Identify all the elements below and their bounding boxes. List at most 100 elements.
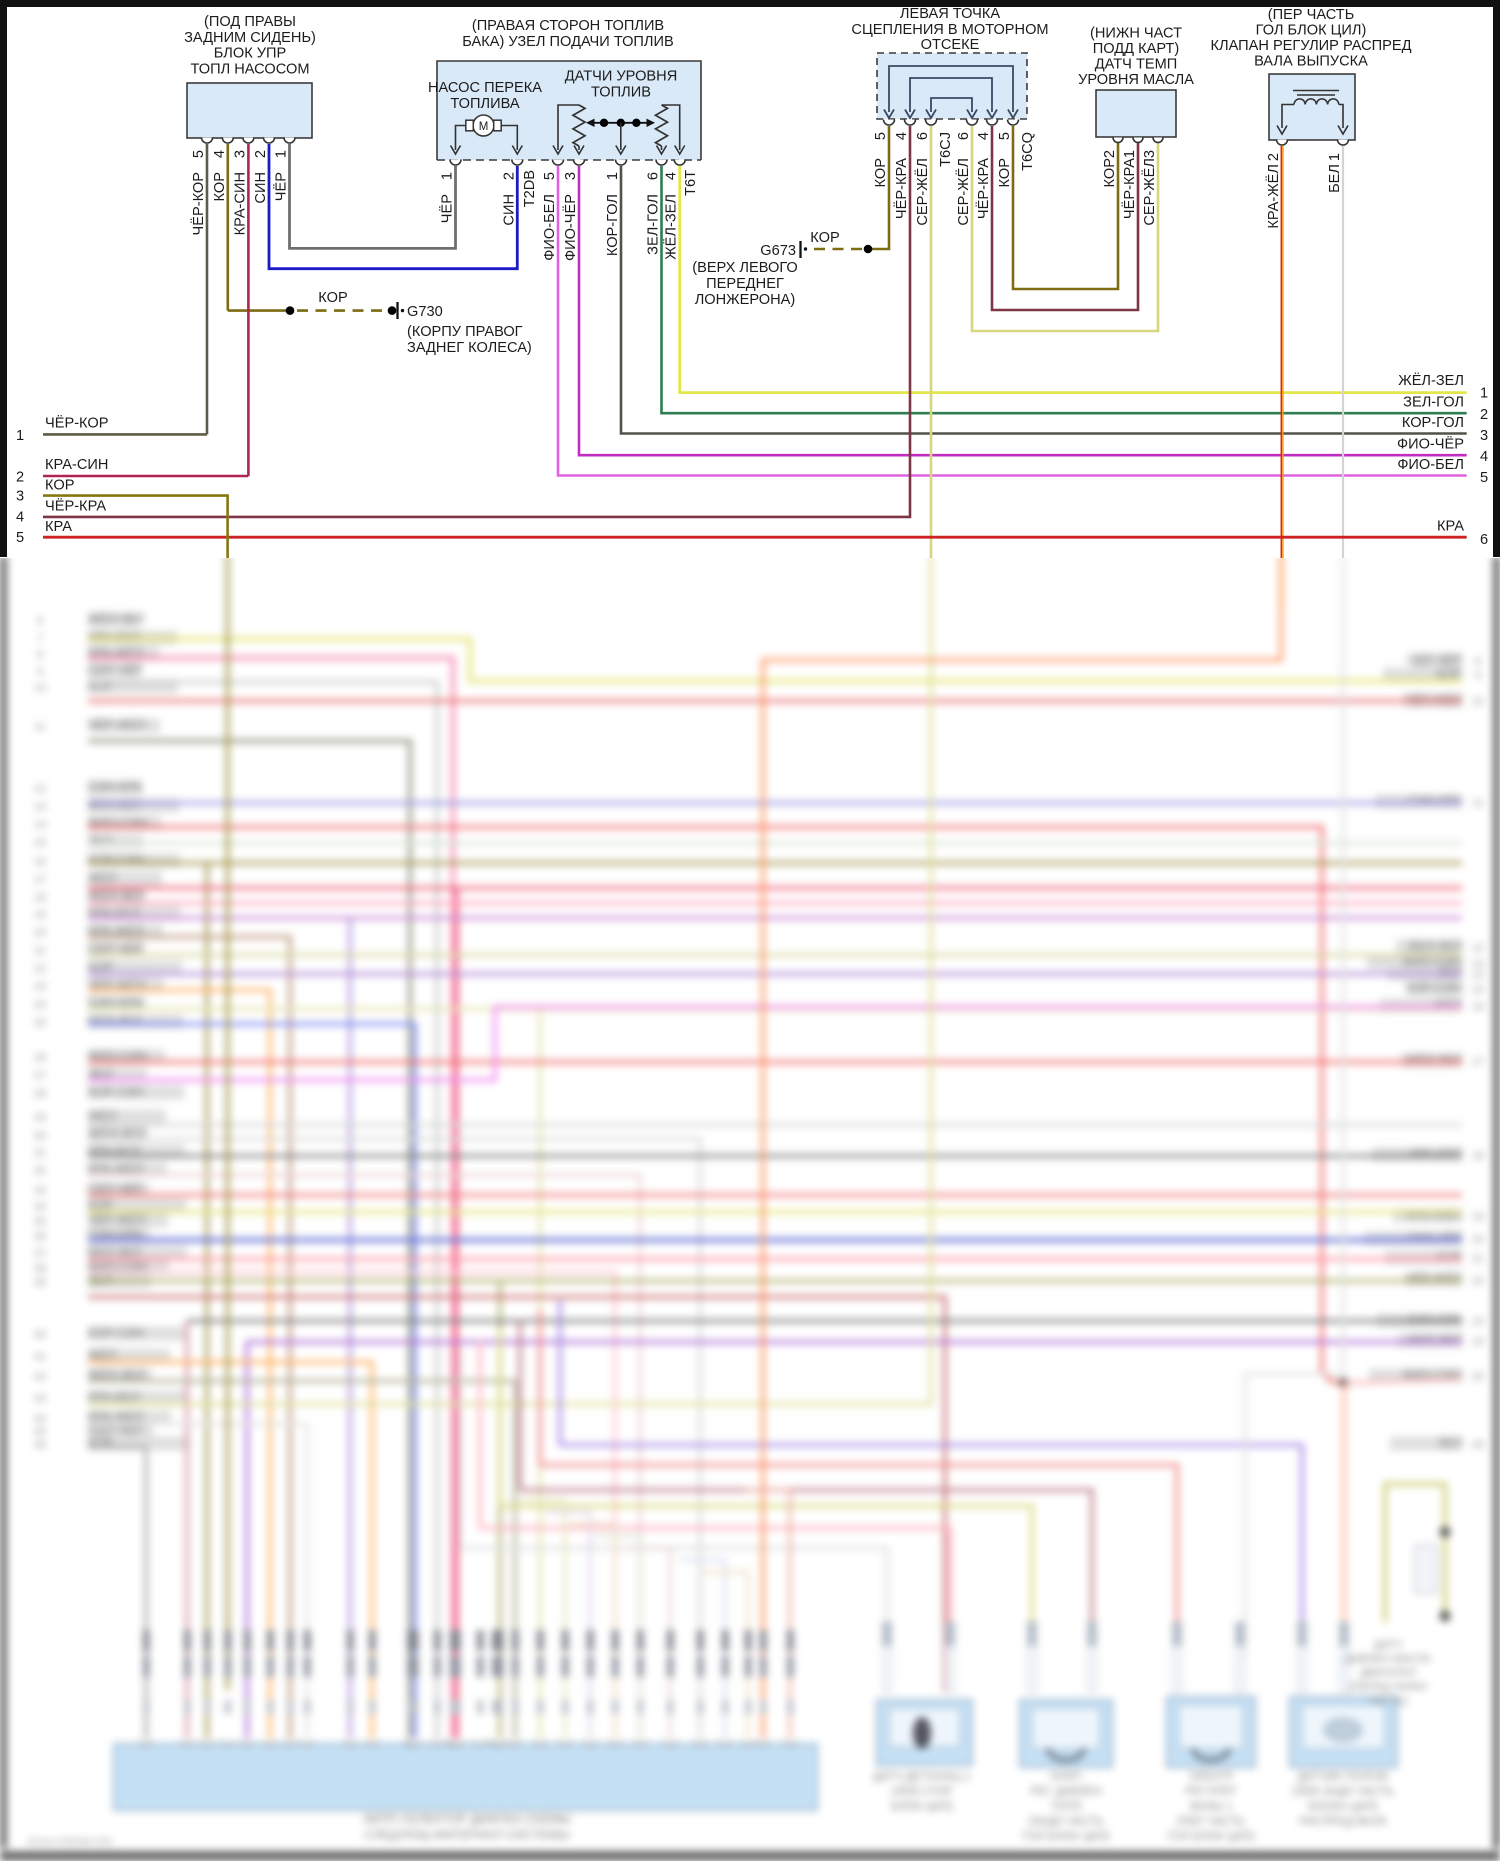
svg-text:15: 15 bbox=[1472, 984, 1484, 996]
svg-text:40: 40 bbox=[34, 1329, 46, 1341]
svg-text:2: 2 bbox=[253, 150, 269, 158]
svg-text:ЧЁР-ЖЁЛ: ЧЁР-ЖЁЛ bbox=[1405, 1272, 1462, 1286]
svg-text:БЛОК ЦИЛ): БЛОК ЦИЛ) bbox=[891, 1801, 953, 1813]
svg-text:22: 22 bbox=[34, 963, 46, 975]
svg-text:ТОПЛ НАСОСОМ: ТОПЛ НАСОСОМ bbox=[191, 61, 310, 77]
svg-text:СЕР-ЖЁЛ: СЕР-ЖЁЛ bbox=[914, 158, 931, 226]
svg-text:(ПРАВАЯ СТОРОН ТОПЛИВ: (ПРАВАЯ СТОРОН ТОПЛИВ bbox=[472, 18, 664, 34]
svg-text:ФАЗЫ 1: ФАЗЫ 1 bbox=[1190, 1801, 1233, 1813]
svg-text:АКПП СЕЛЕКТОР ДИАПАЗ СХЕМЫ: АКПП СЕЛЕКТОР ДИАПАЗ СХЕМЫ bbox=[363, 1812, 570, 1826]
svg-text:13: 13 bbox=[34, 801, 46, 813]
svg-text:11: 11 bbox=[34, 721, 45, 733]
svg-text:(ЛЕВ СТОР: (ЛЕВ СТОР bbox=[892, 1786, 953, 1798]
svg-text:КОР-ГОЛ: КОР-ГОЛ bbox=[605, 194, 621, 256]
svg-text:2: 2 bbox=[16, 470, 24, 486]
svg-text:ОТСЕКЕ: ОТСЕКЕ bbox=[921, 37, 980, 53]
svg-text:ФИО-ЧЁР: ФИО-ЧЁР bbox=[562, 194, 579, 261]
svg-text:3: 3 bbox=[1480, 428, 1488, 444]
svg-text:ЖЁЛ: ЖЁЛ bbox=[88, 871, 116, 885]
svg-text:ДВИГАТЕЛ: ДВИГАТЕЛ bbox=[1360, 1667, 1416, 1679]
svg-text:ЗЕЛ: ЗЕЛ bbox=[88, 1067, 112, 1081]
svg-text:1: 1 bbox=[1327, 153, 1343, 161]
svg-text:ЧЁР-КРА: ЧЁР-КРА bbox=[1121, 158, 1138, 219]
svg-text:ЗАДНЕГ КОЛЕСА): ЗАДНЕГ КОЛЕСА) bbox=[407, 340, 532, 356]
svg-text:НАСОС ПЕРЕКА: НАСОС ПЕРЕКА bbox=[428, 80, 542, 96]
svg-text:КОР: КОР bbox=[810, 230, 839, 246]
svg-text:УРОВНЯ МАСЛА: УРОВНЯ МАСЛА bbox=[1078, 72, 1194, 88]
svg-text:КОР: КОР bbox=[873, 158, 889, 187]
svg-text:23: 23 bbox=[34, 981, 46, 993]
svg-text:6: 6 bbox=[1480, 532, 1488, 548]
svg-text:КРА: КРА bbox=[45, 519, 72, 535]
svg-text:РЕГ ДАВЛЕН: РЕГ ДАВЛЕН bbox=[1030, 1786, 1101, 1798]
svg-text:34: 34 bbox=[34, 1201, 46, 1213]
svg-text:(ПОД ПРАВЫ: (ПОД ПРАВЫ bbox=[204, 14, 296, 30]
svg-text:4: 4 bbox=[894, 132, 910, 140]
svg-text:КРА: КРА bbox=[1437, 519, 1464, 535]
svg-text:КРА-ЖЁЛ: КРА-ЖЁЛ bbox=[1407, 1208, 1462, 1222]
svg-text:ДАТЧ: ДАТЧ bbox=[1374, 1639, 1402, 1651]
svg-text:G730: G730 bbox=[407, 304, 443, 320]
svg-text:БЕЛ-ЗЕЛ: БЕЛ-ЗЕЛ bbox=[88, 1245, 141, 1259]
svg-text:25: 25 bbox=[1472, 1371, 1484, 1383]
svg-text:СЕР-ЧЁР: СЕР-ЧЁР bbox=[88, 1423, 143, 1437]
svg-text:ЖЁЛ-ЗЕЛ: ЖЁЛ-ЗЕЛ bbox=[1406, 1053, 1462, 1067]
svg-text:ПОДД КАРТ): ПОДД КАРТ) bbox=[1093, 41, 1179, 57]
svg-text:3: 3 bbox=[563, 172, 579, 180]
svg-text:СЕР-ЖЁЛ: СЕР-ЖЁЛ bbox=[955, 158, 972, 226]
svg-text:1: 1 bbox=[274, 150, 290, 158]
svg-text:29: 29 bbox=[34, 1112, 46, 1124]
svg-text:СИН-КРА: СИН-КРА bbox=[88, 780, 143, 794]
svg-text:СЕР-ЧЁР: СЕР-ЧЁР bbox=[88, 1182, 143, 1196]
svg-text:8: 8 bbox=[1475, 656, 1481, 668]
svg-text:27: 27 bbox=[34, 1070, 46, 1082]
svg-text:РЕГУЛЯТ: РЕГУЛЯТ bbox=[1185, 1786, 1236, 1798]
svg-text:ЖЁЛ-ЗЕЛ: ЖЁЛ-ЗЕЛ bbox=[88, 612, 144, 626]
svg-text:(ВЕРХ ЛЕВОГО: (ВЕРХ ЛЕВОГО bbox=[692, 260, 798, 276]
svg-text:44: 44 bbox=[34, 1413, 46, 1425]
svg-text:СИН-КРА: СИН-КРА bbox=[1408, 794, 1463, 808]
svg-text:7: 7 bbox=[37, 633, 43, 645]
svg-text:4: 4 bbox=[212, 150, 228, 158]
svg-text:ТОПЛИВ: ТОПЛИВ bbox=[591, 85, 651, 101]
svg-text:КОР: КОР bbox=[318, 290, 347, 306]
svg-text:22: 22 bbox=[1472, 1275, 1484, 1287]
svg-text:20: 20 bbox=[34, 927, 46, 939]
svg-text:СИН: СИН bbox=[253, 172, 269, 204]
svg-text:БЕЛ: БЕЛ bbox=[1327, 164, 1343, 193]
svg-text:КРА-ЖЁЛ: КРА-ЖЁЛ bbox=[88, 1410, 143, 1424]
svg-text:СИН-КРА: СИН-КРА bbox=[88, 996, 143, 1010]
svg-text:ДАТЧИ УРОВНЯ: ДАТЧИ УРОВНЯ bbox=[565, 69, 678, 85]
svg-text:1: 1 bbox=[1122, 150, 1138, 158]
svg-text:КЛАПАН РЕГУЛИР РАСПРЕД: КЛАПАН РЕГУЛИР РАСПРЕД bbox=[1210, 38, 1411, 54]
svg-text:5: 5 bbox=[997, 132, 1013, 140]
svg-text:ЛОНЖЕРОНА): ЛОНЖЕРОНА) bbox=[695, 292, 796, 308]
svg-text:18: 18 bbox=[34, 892, 46, 904]
svg-text:(ПЕР ЧАСТЬ: (ПЕР ЧАСТЬ bbox=[1268, 7, 1355, 23]
svg-text:3: 3 bbox=[1142, 150, 1158, 158]
svg-text:(НИЖН ЧАСТ: (НИЖН ЧАСТ bbox=[1090, 26, 1182, 42]
svg-text:2: 2 bbox=[501, 172, 517, 180]
svg-text:20: 20 bbox=[1472, 1234, 1484, 1246]
svg-text:КОР: КОР bbox=[1437, 667, 1462, 681]
svg-text:ДАВЛЕН МАСЛА: ДАВЛЕН МАСЛА bbox=[1345, 1653, 1432, 1665]
svg-text:2: 2 bbox=[1480, 407, 1488, 423]
svg-text:14: 14 bbox=[34, 819, 46, 831]
svg-text:БЛОКА ЦИЛ): БЛОКА ЦИЛ) bbox=[1308, 1801, 1378, 1813]
svg-text:16: 16 bbox=[1472, 1001, 1484, 1013]
svg-text:БЕЛ-ЗЕЛ: БЕЛ-ЗЕЛ bbox=[1409, 1333, 1462, 1347]
svg-text:СЕР-ЧЁР: СЕР-ЧЁР bbox=[88, 942, 143, 956]
svg-text:16: 16 bbox=[34, 856, 46, 868]
svg-text:ЧЁР-ЖЁЛ: ЧЁР-ЖЁЛ bbox=[88, 1213, 145, 1227]
svg-text:КОР-СИН: КОР-СИН bbox=[1406, 981, 1462, 995]
svg-text:ЖЁЛ: ЖЁЛ bbox=[88, 1348, 116, 1362]
svg-text:4: 4 bbox=[1480, 449, 1488, 465]
svg-text:5: 5 bbox=[873, 132, 889, 140]
svg-text:26: 26 bbox=[34, 1052, 46, 1064]
svg-text:3: 3 bbox=[232, 150, 248, 158]
svg-text:ЭЛЕКТР: ЭЛЕКТР bbox=[1189, 1771, 1234, 1783]
svg-text:ПЕРЕДНЕГ: ПЕРЕДНЕГ bbox=[706, 276, 784, 292]
svg-text:10: 10 bbox=[1472, 696, 1484, 708]
svg-text:6: 6 bbox=[956, 132, 972, 140]
svg-text:21: 21 bbox=[1472, 1253, 1484, 1265]
